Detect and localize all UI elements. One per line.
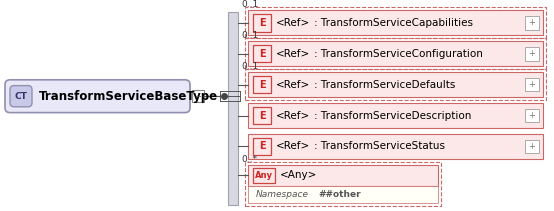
Text: 0..1: 0..1 <box>241 31 258 40</box>
Text: <Ref>: <Ref> <box>276 49 310 59</box>
Text: E: E <box>259 49 265 59</box>
Text: : TransformServiceDescription: : TransformServiceDescription <box>314 111 471 120</box>
Bar <box>525 47 539 61</box>
Text: : TransformServiceStatus: : TransformServiceStatus <box>314 141 445 151</box>
Text: <Ref>: <Ref> <box>276 18 310 28</box>
Bar <box>253 138 271 155</box>
Bar <box>248 41 543 66</box>
Text: −: − <box>194 92 202 101</box>
Text: <Any>: <Any> <box>280 170 317 180</box>
Text: +: + <box>529 142 535 151</box>
Bar <box>248 10 543 35</box>
Text: TransformServiceBaseType: TransformServiceBaseType <box>39 90 218 103</box>
Text: <Ref>: <Ref> <box>276 141 310 151</box>
Bar <box>248 165 438 186</box>
Text: <Ref>: <Ref> <box>276 80 310 90</box>
Bar <box>245 162 441 206</box>
FancyBboxPatch shape <box>5 80 190 113</box>
Text: : TransformServiceDefaults: : TransformServiceDefaults <box>314 80 455 90</box>
Bar <box>253 45 271 62</box>
Text: <Ref>: <Ref> <box>276 111 310 120</box>
Bar <box>248 186 438 203</box>
Text: E: E <box>259 18 265 28</box>
Bar <box>245 7 546 38</box>
Bar <box>245 38 546 69</box>
Bar <box>248 72 543 97</box>
Bar <box>248 134 543 159</box>
Text: : TransformServiceConfiguration: : TransformServiceConfiguration <box>314 49 483 59</box>
Text: 0..1: 0..1 <box>241 0 258 9</box>
Bar <box>525 140 539 153</box>
Text: 0..*: 0..* <box>241 155 257 164</box>
Text: +: + <box>529 80 535 89</box>
Bar <box>228 12 238 205</box>
Text: : TransformServiceCapabilities: : TransformServiceCapabilities <box>314 18 473 28</box>
Text: Namespace: Namespace <box>256 190 309 199</box>
Bar <box>245 69 546 100</box>
Text: +: + <box>529 111 535 120</box>
Text: +: + <box>529 18 535 27</box>
FancyBboxPatch shape <box>10 86 32 107</box>
Bar <box>525 78 539 91</box>
Bar <box>253 14 271 32</box>
Bar <box>253 168 275 183</box>
Bar <box>253 107 271 124</box>
Text: Any: Any <box>255 171 273 180</box>
Text: E: E <box>259 141 265 151</box>
Bar <box>525 16 539 30</box>
Bar <box>192 91 204 102</box>
Text: 0..1: 0..1 <box>241 62 258 71</box>
Text: CT: CT <box>14 92 28 101</box>
Text: E: E <box>259 111 265 120</box>
Text: +: + <box>529 49 535 58</box>
Bar <box>253 76 271 93</box>
Text: ##other: ##other <box>318 190 361 199</box>
Text: E: E <box>259 80 265 90</box>
Bar <box>248 103 543 128</box>
Bar <box>525 109 539 122</box>
